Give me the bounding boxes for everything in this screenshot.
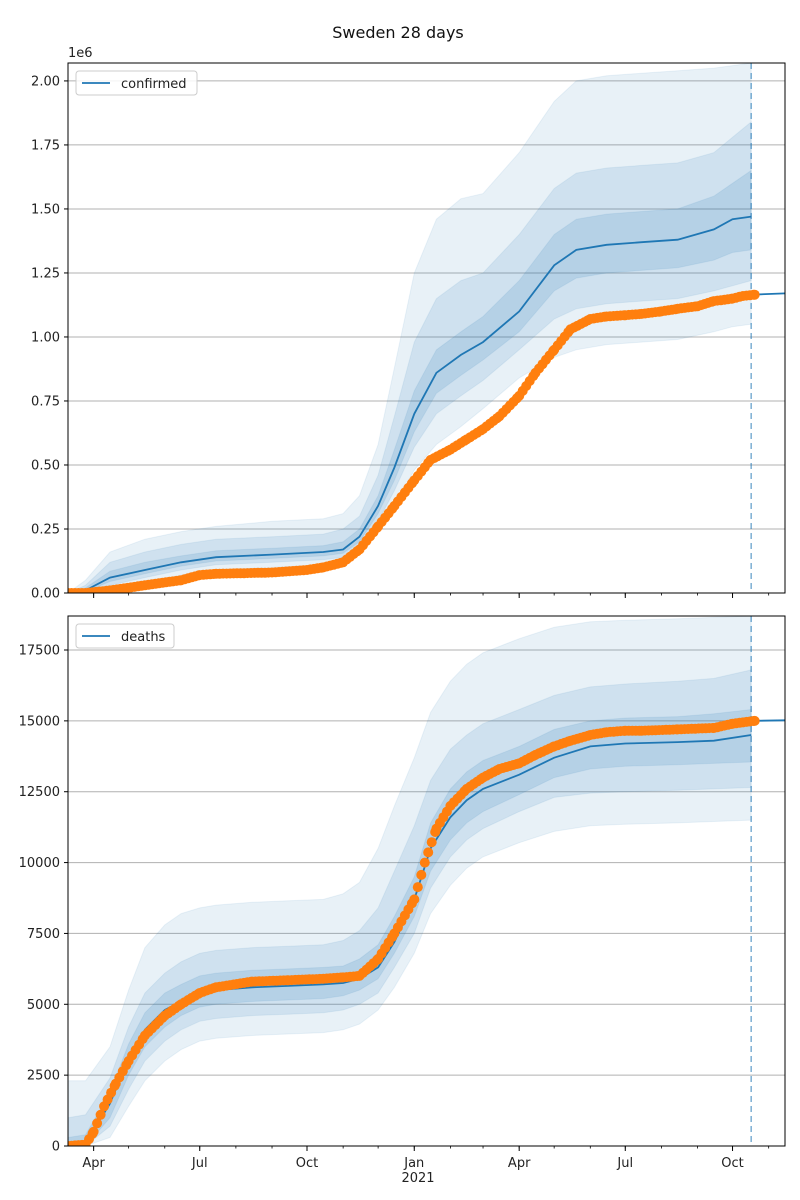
legend-label: confirmed: [121, 77, 187, 92]
axes-frame: [67, 615, 786, 1147]
y-tick-label: 17500: [19, 644, 60, 659]
confirmed-panel: 0.00 0.25 0.50 0.75 1.00 1.25 1.50 1.75 2.00 1e6 c…: [31, 46, 786, 602]
y-tick-label: 1.25: [31, 266, 60, 281]
x-axis-year-label: 2021: [401, 1171, 434, 1186]
axes-frame: [67, 62, 786, 594]
y-tick-label: 12500: [19, 785, 60, 800]
y-tick-label: 0.00: [31, 587, 60, 602]
inner-band: [68, 169, 752, 593]
observed-point: [749, 715, 760, 726]
legend-label: deaths: [121, 630, 166, 645]
legend-box: [75, 623, 175, 649]
observed-point: [88, 1126, 99, 1137]
observed-point: [409, 894, 420, 905]
observed-point: [419, 857, 430, 868]
x-tick-label: Oct: [721, 1156, 743, 1171]
y-multiplier-label: 1e6: [68, 46, 93, 61]
y-tick-label: 10000: [19, 856, 60, 871]
figure-title: Sweden 28 days: [332, 23, 464, 42]
observed-point: [426, 837, 437, 848]
legend-box: [75, 70, 198, 96]
model-median-line: [68, 215, 752, 593]
observed-point: [92, 1118, 103, 1129]
y-tick-label: 15000: [19, 714, 60, 729]
y-tick-label: 7500: [27, 927, 60, 942]
observed-point: [749, 289, 760, 300]
deaths-panel: 0 2500 5000 7500 10000 12500 15000 17500 Apr Jul O…: [19, 615, 786, 1171]
y-tick-label: 0: [52, 1140, 60, 1155]
y-tick-label: 2500: [27, 1069, 60, 1084]
observed-point: [95, 1109, 106, 1120]
observed-point: [416, 869, 427, 880]
y-tick-label: 1.50: [31, 202, 60, 217]
y-tick-label: 0.75: [31, 394, 60, 409]
x-tick-label: Jan: [403, 1156, 424, 1171]
x-tick-label: Jul: [616, 1156, 633, 1171]
y-tick-label: 1.75: [31, 138, 60, 153]
y-tick-label: 1.00: [31, 330, 60, 345]
observed-point: [412, 882, 423, 893]
y-tick-label: 2.00: [31, 74, 60, 89]
y-tick-label: 0.50: [31, 458, 60, 473]
x-tick-label: Jul: [191, 1156, 208, 1171]
y-tick-label: 0.25: [31, 522, 60, 537]
legend: confirmed: [75, 70, 198, 96]
x-tick-label: Oct: [296, 1156, 318, 1171]
outer-band: [68, 63, 752, 593]
x-tick-label: Apr: [82, 1156, 105, 1171]
x-tick-label: Apr: [508, 1156, 531, 1171]
observed-point: [423, 847, 434, 858]
y-tick-label: 5000: [27, 998, 60, 1013]
legend: deaths: [75, 623, 175, 649]
